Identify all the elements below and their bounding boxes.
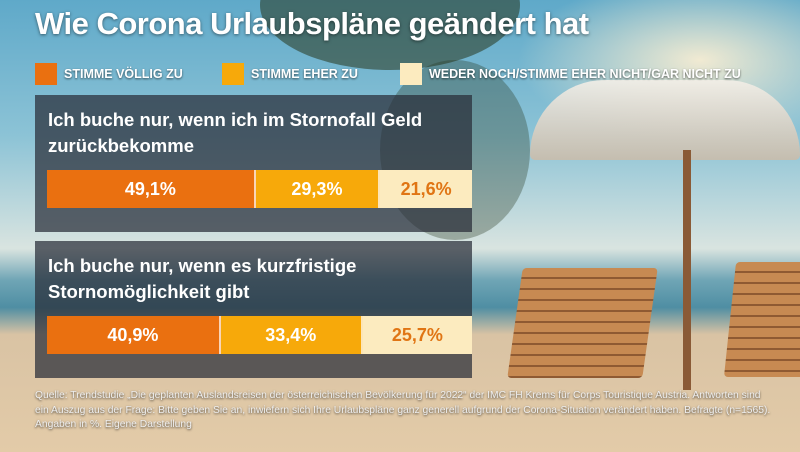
- question-label: Ich buche nur, wenn ich im Stornofall Ge…: [48, 109, 423, 156]
- umbrella: [530, 80, 800, 160]
- data-label: 21,6%: [400, 178, 452, 199]
- question-panel: Ich buche nur, wenn ich im Stornofall Ge…: [35, 95, 472, 232]
- legend-label: STIMME EHER ZU: [251, 67, 358, 81]
- legend: STIMME VÖLLIG ZU STIMME EHER ZU WEDER NOCH…: [35, 63, 795, 87]
- sun-lounger: [723, 262, 800, 377]
- umbrella-pole: [683, 150, 691, 390]
- data-label: 29,3%: [291, 178, 343, 199]
- question-label: Ich buche nur, wenn es kurzfristige Stor…: [48, 255, 357, 302]
- legend-swatch: [222, 63, 244, 85]
- legend-swatch: [400, 63, 422, 85]
- legend-item: WEDER NOCH/STIMME EHER NICHT/GAR NICHT Z…: [400, 63, 741, 85]
- legend-swatch: [35, 63, 57, 85]
- legend-label: WEDER NOCH/STIMME EHER NICHT/GAR NICHT Z…: [429, 67, 741, 81]
- data-label: 33,4%: [265, 324, 317, 345]
- bar-segment: 25,7%: [362, 316, 472, 354]
- data-label: 25,7%: [391, 324, 443, 345]
- sun-lounger: [507, 268, 658, 378]
- bar-segment: 49,1%: [47, 170, 256, 208]
- legend-label: STIMME VÖLLIG ZU: [64, 67, 183, 81]
- legend-item: STIMME EHER ZU: [222, 63, 358, 85]
- legend-item: STIMME VÖLLIG ZU: [35, 63, 183, 85]
- data-label: 49,1%: [124, 178, 176, 199]
- source-note: Quelle: Trendstudie „Die geplanten Ausla…: [35, 390, 771, 430]
- bar-segment: 29,3%: [255, 170, 381, 208]
- chart-title: Wie Corona Urlaubspläne geändert hat: [35, 6, 589, 41]
- bar-segment: 21,6%: [380, 170, 472, 208]
- bar-segment: 33,4%: [220, 316, 363, 354]
- question-panel: Ich buche nur, wenn es kurzfristige Stor…: [35, 241, 472, 378]
- data-label: 40,9%: [107, 324, 159, 345]
- bar-segment: 40,9%: [47, 316, 221, 354]
